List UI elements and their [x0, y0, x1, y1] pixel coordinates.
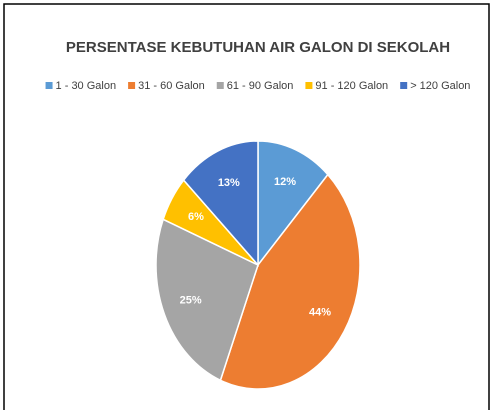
data-label: 13%	[218, 177, 240, 189]
legend-swatch	[305, 82, 313, 89]
legend-swatch	[216, 82, 224, 89]
legend: 1 - 30 Galon 31 - 60 Galon 61 - 90 Galon 91…	[45, 80, 470, 92]
pie: 12% 44% 25% 6% 13%	[155, 140, 361, 390]
legend-label: 91 - 120 Galon	[315, 80, 388, 92]
legend-label: 31 - 60 Galon	[138, 80, 205, 92]
legend-label: 61 - 90 Galon	[227, 80, 294, 92]
chart-title: PERSENTASE KEBUTUHAN AIR GALON DI SEKOLA…	[66, 39, 450, 56]
data-label: 6%	[188, 211, 204, 223]
pie-slice	[219, 173, 361, 390]
data-label: 25%	[180, 294, 202, 306]
legend-swatch	[128, 82, 136, 89]
data-label: 12%	[274, 176, 296, 188]
pie-slice	[155, 218, 259, 382]
legend-label: > 120 Galon	[410, 80, 470, 92]
pie-slice	[257, 140, 329, 268]
legend-swatch	[400, 82, 408, 89]
legend-swatch	[45, 82, 53, 89]
pie-slice	[182, 140, 259, 267]
legend-label: 1 - 30 Galon	[56, 80, 117, 92]
data-label: 44%	[309, 307, 331, 319]
